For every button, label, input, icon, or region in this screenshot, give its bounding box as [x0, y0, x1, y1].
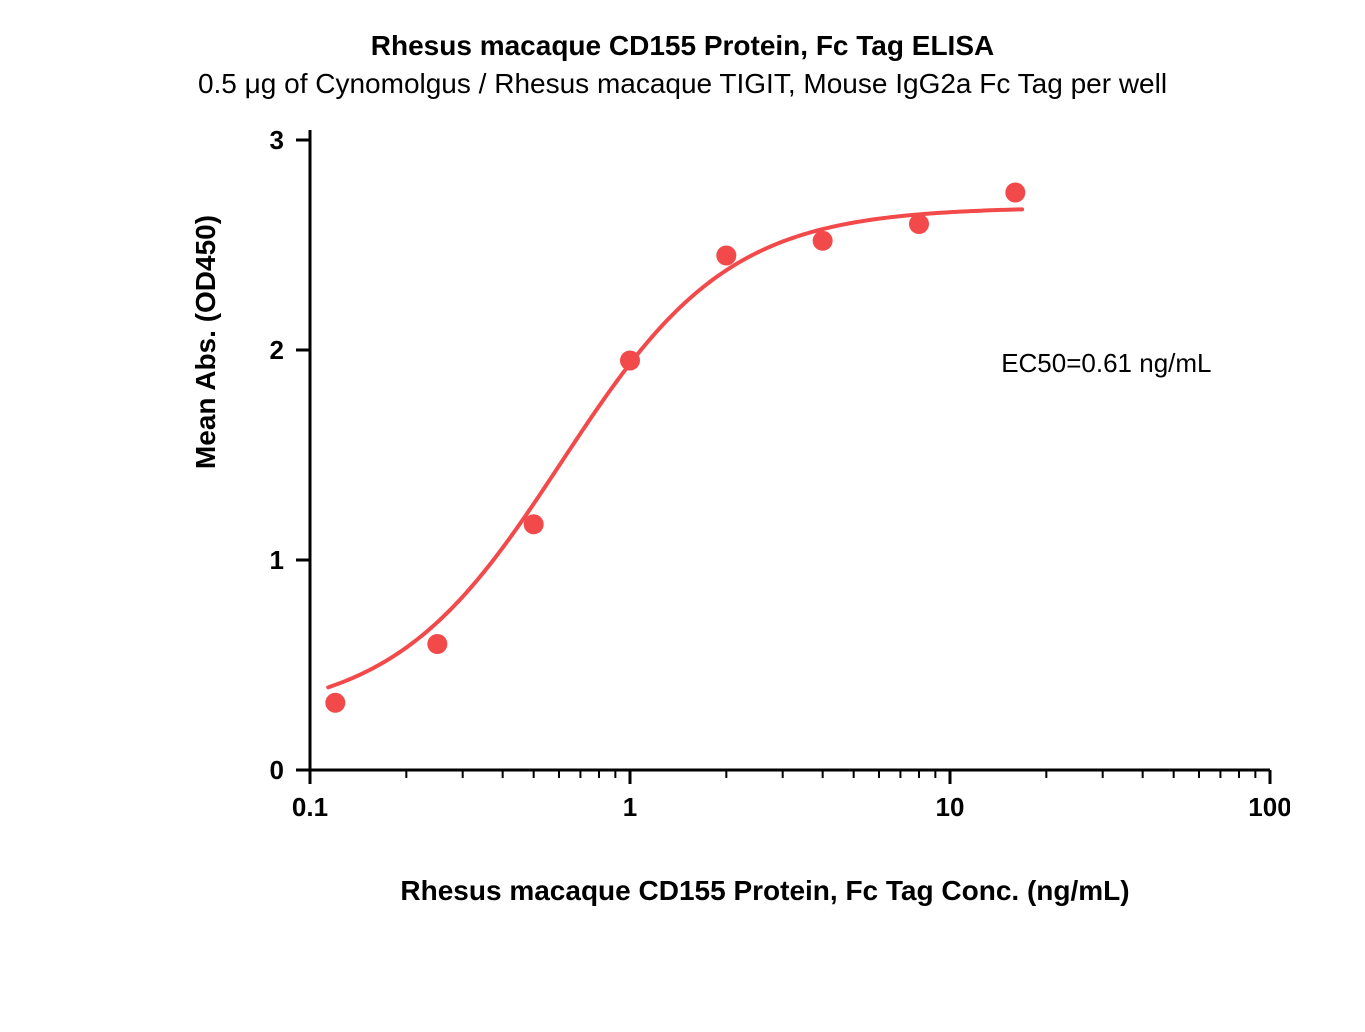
- x-tick-label: 1: [623, 792, 637, 822]
- plot-area: 0 1 2 3 0.1 1 10 100: [240, 120, 1290, 850]
- chart-subtitle: 0.5 μg of Cynomolgus / Rhesus macaque TI…: [50, 68, 1315, 100]
- data-point: [524, 514, 544, 534]
- fit-curve: [328, 209, 1022, 687]
- data-point: [620, 351, 640, 371]
- y-tick-label: 3: [270, 125, 284, 155]
- chart-title: Rhesus macaque CD155 Protein, Fc Tag ELI…: [50, 30, 1315, 62]
- title-block: Rhesus macaque CD155 Protein, Fc Tag ELI…: [50, 30, 1315, 100]
- ec50-annotation: EC50=0.61 ng/mL: [1001, 348, 1211, 379]
- data-point: [909, 214, 929, 234]
- x-tick-label: 10: [936, 792, 965, 822]
- x-tick-label: 100: [1248, 792, 1290, 822]
- data-point: [427, 634, 447, 654]
- plot-wrapper: Mean Abs. (OD450) 01230.1110100 EC50=0.6…: [240, 120, 1315, 855]
- chart-container: Rhesus macaque CD155 Protein, Fc Tag ELI…: [50, 30, 1315, 1002]
- data-point: [325, 693, 345, 713]
- y-axis-label: Mean Abs. (OD450): [190, 27, 222, 657]
- y-tick-label: 2: [270, 335, 284, 365]
- data-point: [1005, 183, 1025, 203]
- x-axis-label: Rhesus macaque CD155 Protein, Fc Tag Con…: [240, 875, 1290, 907]
- data-point: [813, 231, 833, 251]
- x-tick-label: 0.1: [292, 792, 328, 822]
- y-tick-label: 1: [270, 545, 284, 575]
- y-tick-label: 0: [270, 755, 284, 785]
- data-point: [716, 246, 736, 266]
